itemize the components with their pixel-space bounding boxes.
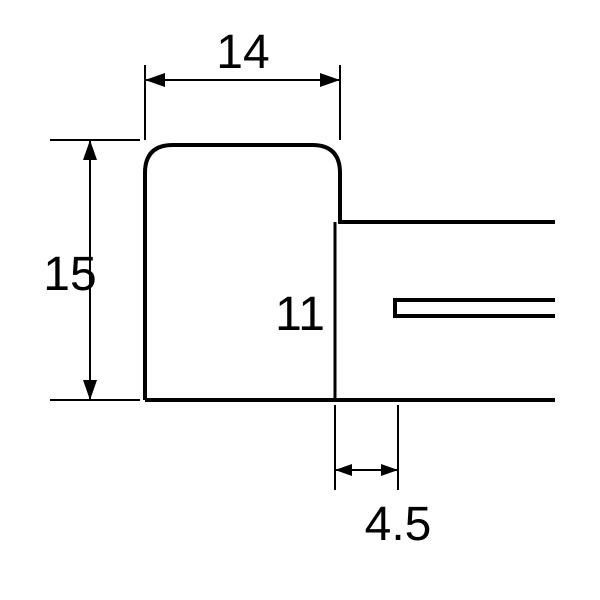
dimension-width-label: 14 bbox=[216, 26, 269, 79]
dimension-offset-label: 4.5 bbox=[365, 498, 432, 551]
profile-diagram: 14 15 11 4.5 bbox=[0, 0, 600, 600]
dimension-inner: 11 bbox=[275, 288, 325, 341]
dimension-height-label: 15 bbox=[43, 248, 96, 301]
dimension-left: 15 bbox=[43, 140, 140, 400]
moulding-profile bbox=[145, 145, 555, 400]
dimension-top: 14 bbox=[145, 26, 340, 140]
dimension-inner-label: 11 bbox=[275, 288, 325, 341]
dimension-bottom: 4.5 bbox=[335, 405, 431, 551]
